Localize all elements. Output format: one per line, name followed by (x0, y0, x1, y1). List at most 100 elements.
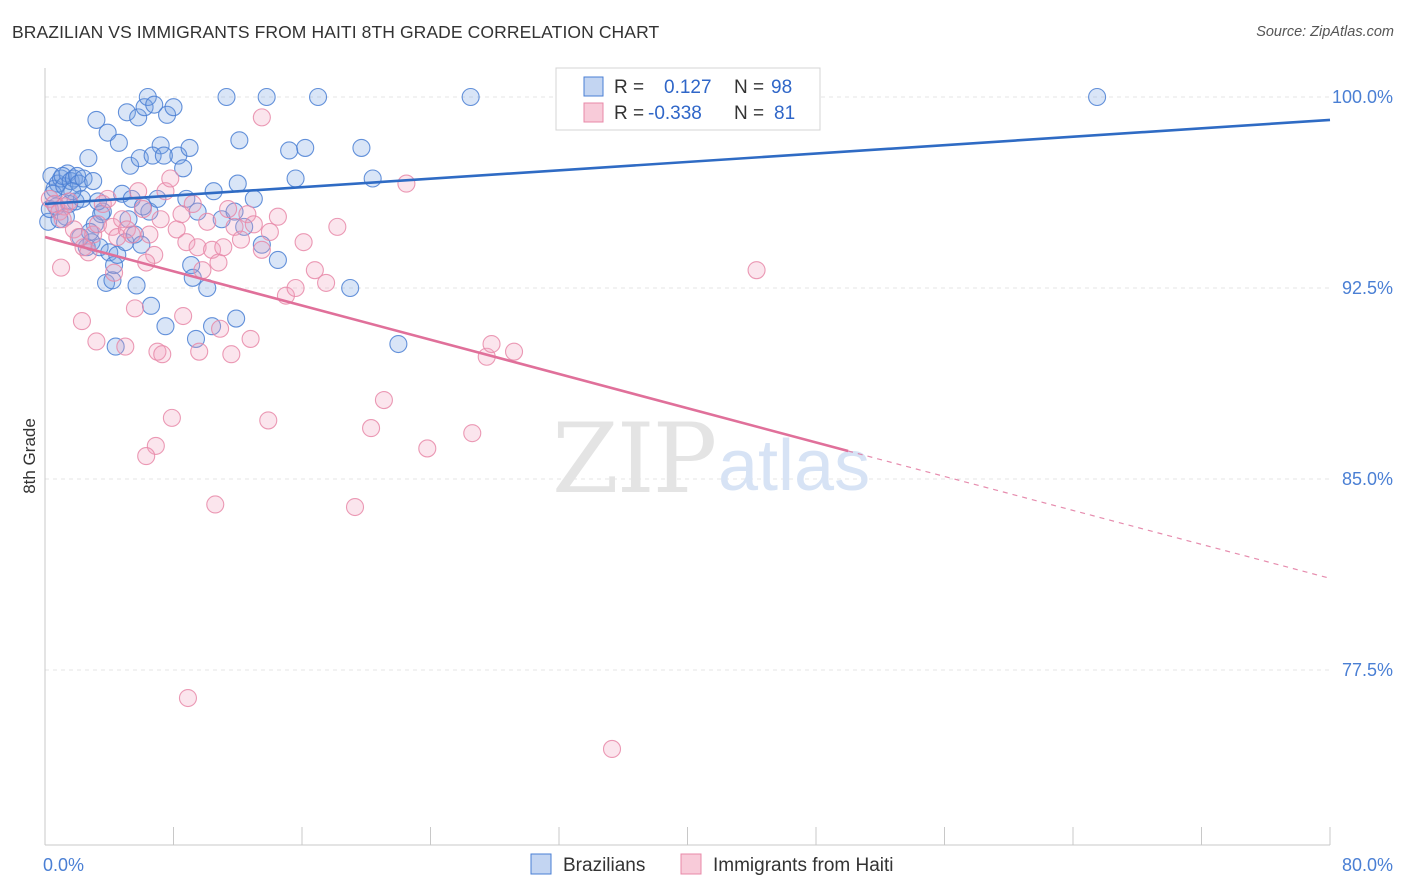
data-point (105, 263, 124, 282)
legend-label-haiti: Immigrants from Haiti (713, 855, 894, 876)
data-point (259, 411, 278, 430)
data-point (363, 169, 382, 188)
data-point (352, 138, 371, 157)
data-point (268, 207, 287, 226)
data-point (129, 108, 148, 127)
data-point (217, 87, 236, 107)
data-point (211, 319, 230, 338)
data-point (389, 334, 408, 354)
data-point (252, 240, 271, 259)
data-point (79, 149, 98, 168)
stats-n-label-blue: N = (734, 77, 764, 98)
watermark: ZIP atlas (552, 403, 870, 515)
data-point (252, 235, 271, 254)
data-point (305, 261, 324, 280)
stats-r-value-pink: -0.338 (648, 103, 702, 124)
data-point (228, 174, 247, 193)
data-point (156, 317, 175, 336)
data-point (174, 159, 193, 178)
data-point (161, 169, 180, 188)
data-point (116, 337, 135, 356)
stats-r-label-pink: R = (614, 103, 644, 124)
data-point (113, 210, 132, 229)
data-point (317, 273, 336, 292)
data-point (109, 133, 128, 152)
data-point (183, 194, 202, 214)
data-point (87, 332, 106, 351)
data-point (69, 174, 88, 193)
data-point (125, 299, 144, 318)
data-point (122, 225, 141, 244)
series-haiti (40, 85, 766, 758)
stats-n-label-pink: N = (734, 103, 764, 124)
stats-r-value-blue: 0.127 (664, 77, 712, 98)
data-point (309, 87, 328, 107)
data-point (164, 98, 183, 117)
data-point (461, 87, 480, 107)
data-point (137, 447, 156, 466)
data-point (98, 123, 117, 142)
data-point (504, 342, 524, 361)
data-point (241, 329, 260, 348)
data-point (180, 138, 199, 157)
data-point (397, 174, 416, 193)
data-point (153, 345, 172, 364)
stats-legend-box: R = 0.127 N = 98 R = -0.338 N = 81 (555, 67, 821, 131)
y-tick-label: 92.5% (1342, 278, 1393, 298)
watermark-zip-text: ZIP (552, 403, 715, 515)
x-tick-marks (44, 827, 1331, 845)
data-point (362, 419, 381, 438)
data-point (84, 171, 103, 191)
data-point (294, 233, 313, 252)
data-point (268, 250, 287, 270)
y-tick-labels: 100.0% 92.5% 85.0% 77.5% (1332, 87, 1393, 680)
data-point (129, 182, 148, 201)
data-point (52, 258, 71, 277)
data-point (72, 312, 91, 331)
data-point (178, 688, 198, 708)
data-point (328, 217, 347, 236)
data-point (222, 345, 241, 364)
legend-swatch-brazilians (530, 853, 552, 875)
data-point (1088, 87, 1107, 107)
y-axis-title: 8th Grade (20, 418, 39, 494)
x-tick-labels: 0.0% 80.0% (43, 855, 1393, 875)
data-point (244, 215, 263, 234)
data-point (341, 278, 360, 298)
y-tick-label: 100.0% (1332, 87, 1393, 107)
data-point (227, 309, 246, 328)
data-point (286, 169, 305, 188)
data-point (127, 276, 146, 295)
data-point (238, 205, 257, 224)
data-point (138, 87, 157, 107)
data-point (174, 306, 193, 326)
data-point (602, 739, 622, 758)
data-point (214, 238, 233, 257)
legend-label-brazilians: Brazilians (563, 855, 645, 876)
data-point (747, 261, 766, 280)
data-point (286, 278, 305, 298)
data-point (252, 108, 271, 127)
stats-n-value-blue: 98 (771, 77, 792, 98)
legend-swatch-haiti (680, 853, 702, 875)
data-point (84, 225, 103, 244)
data-point (260, 222, 279, 242)
stats-swatch-blue (583, 76, 604, 97)
data-point (231, 230, 251, 249)
data-point (106, 337, 125, 356)
data-point (230, 131, 249, 150)
trend-line-haiti-extension (847, 450, 1331, 579)
data-point (148, 342, 167, 361)
data-point (188, 238, 207, 257)
data-point (108, 228, 127, 247)
chart-title: BRAZILIAN VS IMMIGRANTS FROM HAITI 8TH G… (12, 22, 660, 42)
data-point (141, 296, 161, 315)
data-point (198, 212, 217, 231)
data-point (117, 103, 136, 122)
chart-source: Source: ZipAtlas.com (1256, 24, 1394, 40)
trend-lines (44, 118, 1331, 579)
data-point (133, 200, 153, 219)
data-point (177, 233, 196, 252)
data-point (154, 146, 173, 165)
stats-r-label-blue: R = (614, 77, 644, 98)
